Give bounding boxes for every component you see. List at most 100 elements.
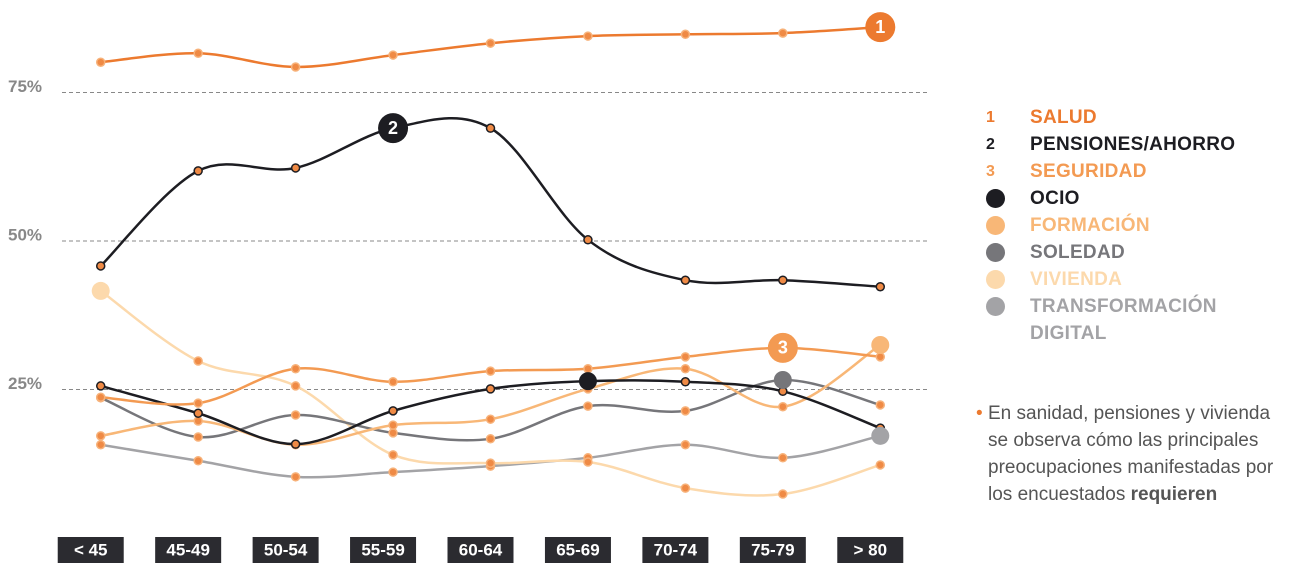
point [485,123,496,133]
legend-item: 3 SEGURIDAD [980,158,1290,185]
legend-marker [980,293,1030,320]
point [778,275,788,285]
point [290,62,301,72]
series-highlight [871,426,890,445]
legend-item: VIVIENDA [980,266,1290,293]
legend-dot [986,297,1005,316]
point [485,384,496,394]
x-tick-label: > 80 [853,540,887,559]
legend-label: SEGURIDAD [1030,161,1147,182]
point [680,363,691,374]
series-line [100,343,881,446]
point [485,38,496,48]
point [583,363,593,374]
x-tick-label: 60-64 [459,540,503,559]
x-tick-label: 65-69 [556,540,599,559]
point [193,48,203,59]
x-tick-label: 55-59 [361,540,404,559]
point [778,489,788,499]
y-tick-label: 50% [8,225,42,244]
series-line [99,116,881,288]
point [193,398,203,408]
x-tick-box [252,537,319,563]
point [485,458,496,468]
legend-dot [986,189,1005,208]
point [388,420,398,430]
point [95,381,106,391]
point [388,377,398,387]
point [290,472,301,482]
legend-label: VIVIENDA [1030,269,1123,290]
legend-label: OCIO [1030,188,1080,209]
chart: 25% 50% 75% < 45 45-49 50-54 55-59 60-64 65-69 70… [8,12,929,563]
point [778,453,788,463]
legend-marker: 2 [980,131,1030,158]
point [95,57,106,67]
note-bold: requieren [1130,484,1218,505]
point [680,406,691,416]
x-tick-label: 50-54 [264,540,308,559]
legend-item: FORMACIÓN [980,212,1290,239]
point [680,439,691,450]
legend-marker [980,266,1030,293]
point [388,50,398,60]
x-tick-label: 45-49 [166,540,209,559]
legend-number: 3 [986,163,996,180]
x-tick-box [57,537,124,563]
point [388,428,398,438]
series-highlight [578,372,597,391]
point [583,235,593,245]
x-tick-box [447,537,514,563]
point [290,381,301,391]
legend: 1 SALUD 2 PENSIONES/AHORRO 3 SEGURIDAD OCIO FOR… [980,104,1290,347]
legend-marker [980,239,1030,266]
legend-marker: 3 [980,158,1030,185]
series-highlight [871,335,890,354]
point [680,352,691,362]
series-badge-label: 1 [875,17,885,37]
series-highlight [773,370,792,389]
series-line [100,346,881,406]
series-badge [865,12,896,43]
point [290,363,301,374]
x-tick-label: 70-74 [654,540,698,559]
legend-dot [986,243,1005,262]
point [583,31,593,41]
point [680,29,691,40]
point [875,281,886,292]
legend-number: 1 [986,109,996,126]
point [95,431,106,441]
point [95,439,106,450]
point [290,410,301,420]
point [778,401,788,412]
point [485,366,496,376]
legend-item: 1 SALUD [980,104,1290,131]
point [778,28,788,38]
point [875,400,886,410]
series-badge [378,113,409,144]
point [875,352,886,362]
x-tick-box [642,537,709,563]
legend-marker [980,212,1030,239]
x-tick-box [155,537,222,563]
point [193,166,203,176]
series-badge-label: 2 [388,118,398,138]
legend-label: PENSIONES/AHORRO [1030,134,1236,155]
y-tick-label: 75% [8,77,42,96]
point [485,414,496,424]
note-text: En sanidad, pensiones y vivienda se obse… [988,403,1274,505]
x-tick-box [350,537,417,563]
x-tick-box [544,537,611,563]
point [193,356,203,366]
legend-marker: 1 [980,104,1030,131]
legend-label: SOLEDAD [1030,242,1125,263]
point [485,434,496,444]
x-tick-box [739,537,806,563]
point [388,406,398,416]
legend-label: FORMACIÓN [1030,215,1150,236]
point [875,460,886,470]
legend-item: TRANSFORMACIÓN DIGITAL [980,293,1290,347]
point [193,456,203,466]
series-badge-label: 3 [778,338,788,358]
point [388,467,398,477]
